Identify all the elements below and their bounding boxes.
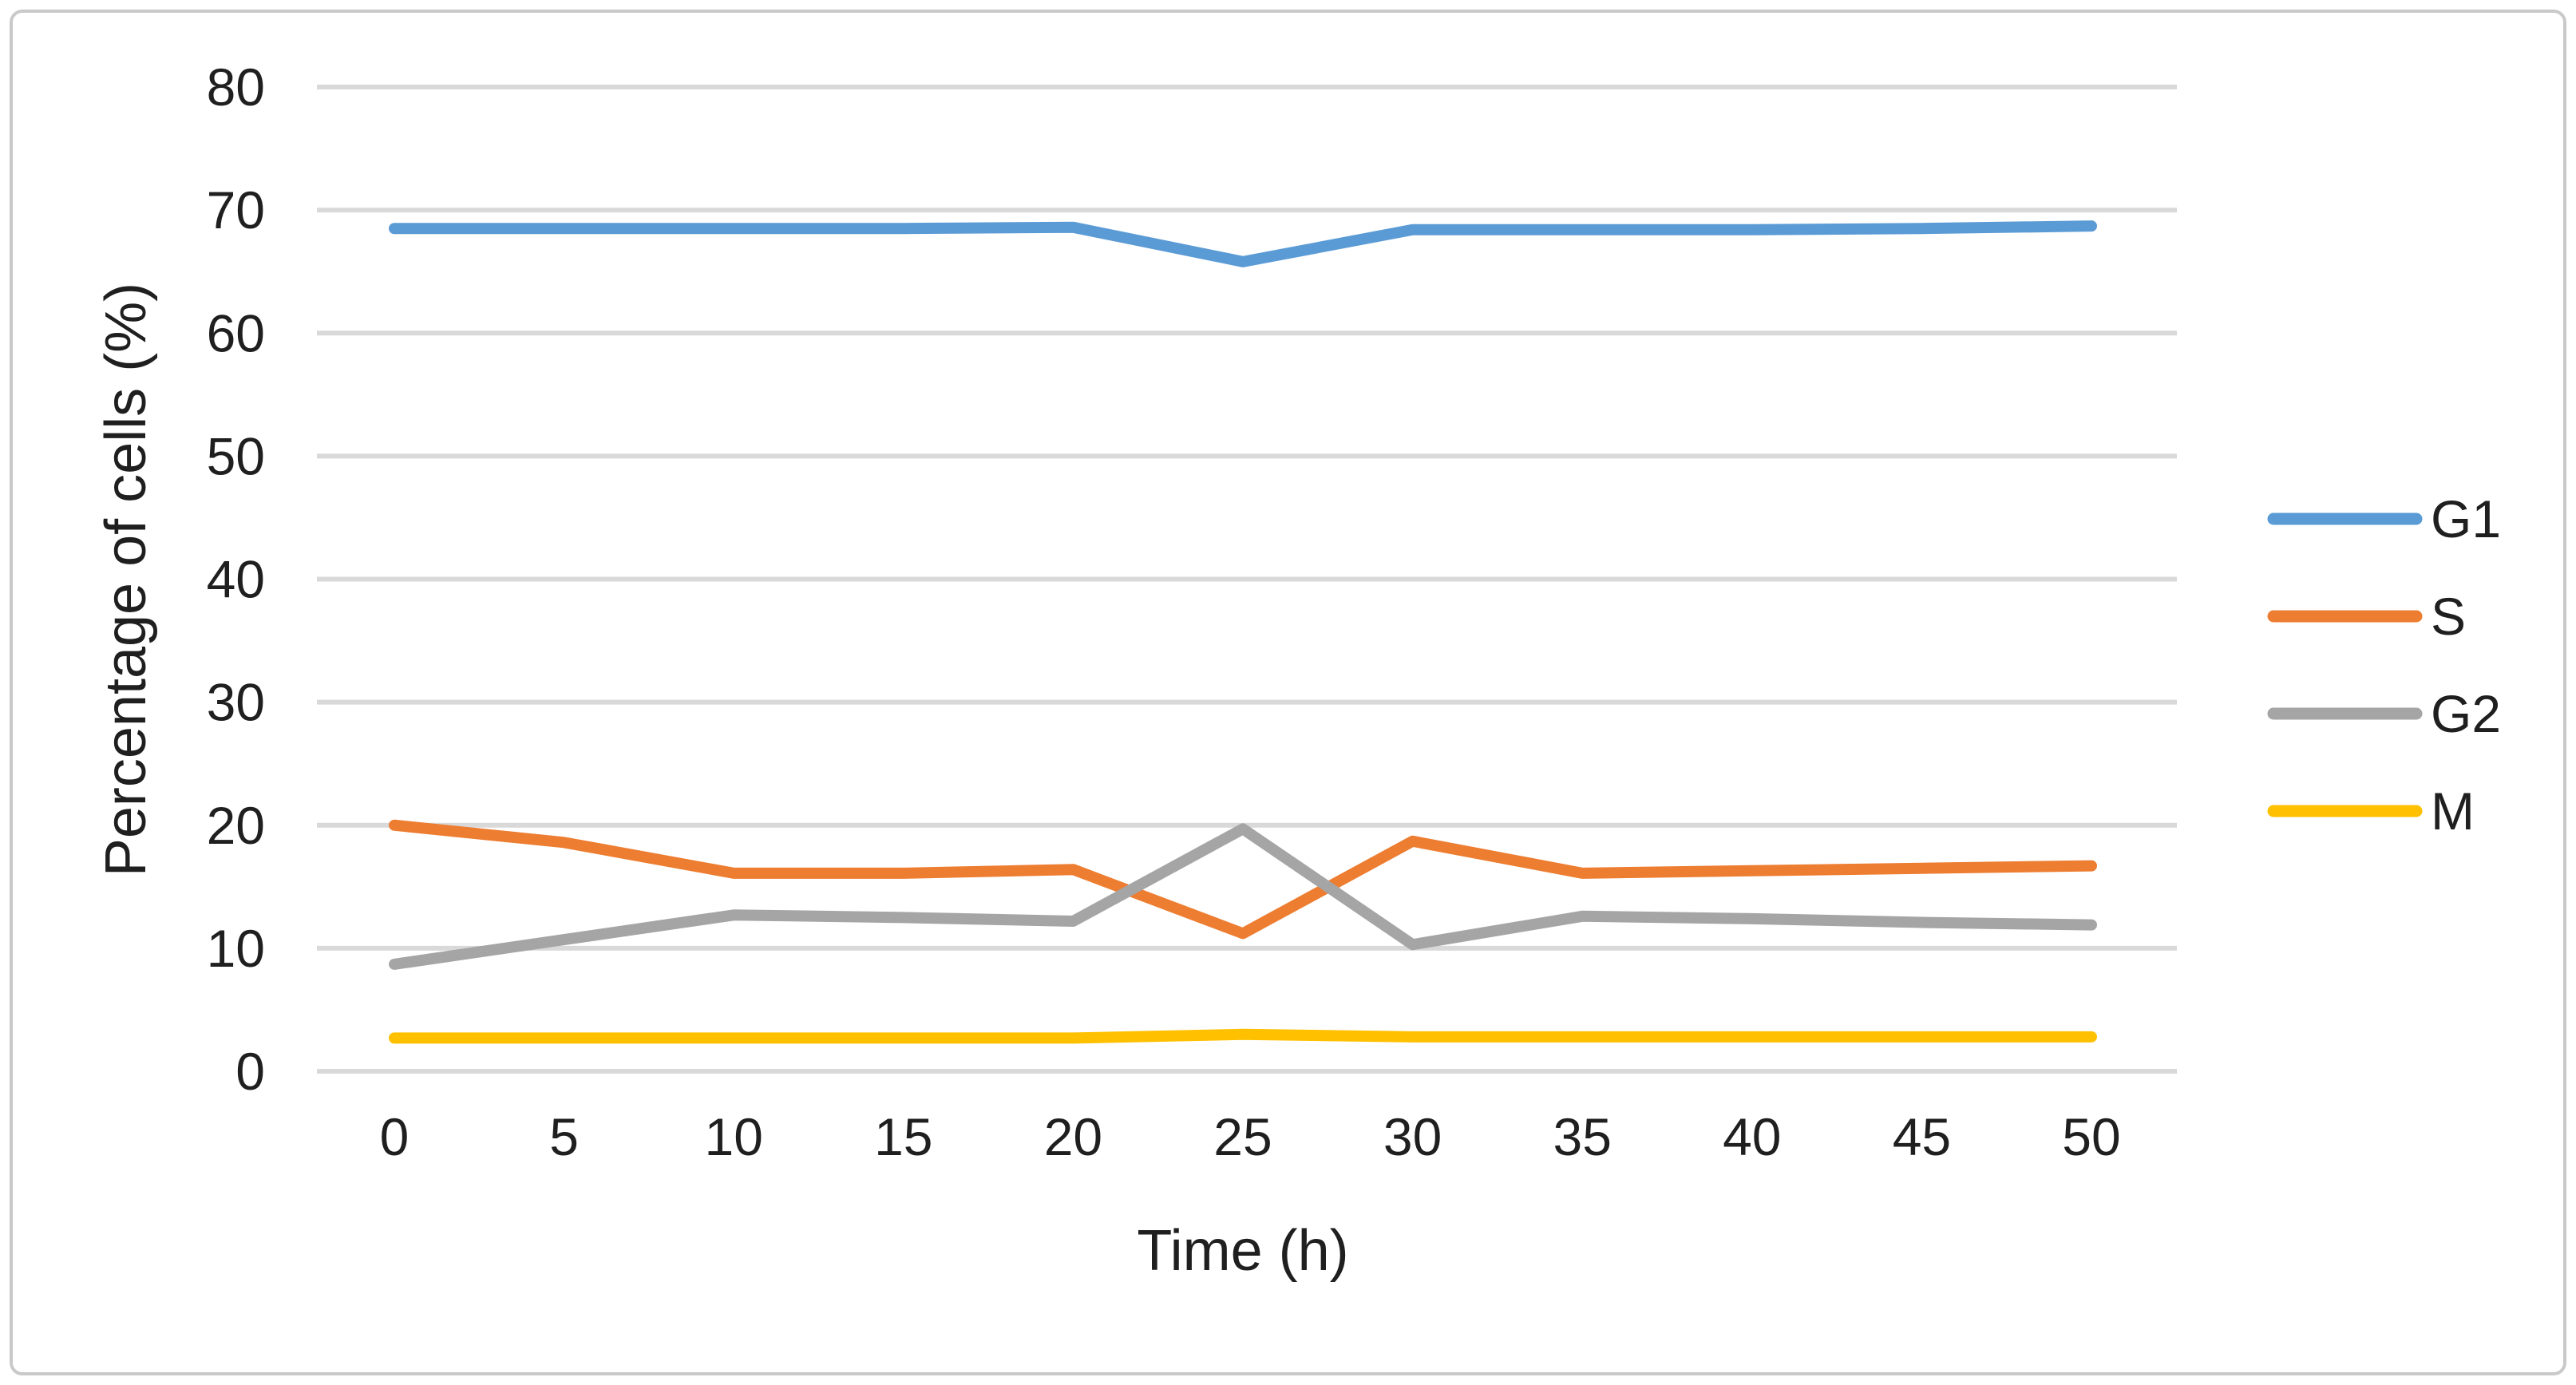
y-tick-label-10: 10: [207, 919, 265, 978]
y-tick-label-20: 20: [207, 796, 265, 855]
y-axis-tick-labels: 0 10 20 30 40 50 60 70 80: [207, 57, 265, 1101]
x-tick-label-50: 50: [2062, 1107, 2120, 1166]
legend-item-g2: G2: [2267, 684, 2501, 743]
y-tick-label-60: 60: [207, 303, 265, 362]
legend-item-g1: G1: [2267, 489, 2501, 548]
y-tick-label-0: 0: [235, 1042, 265, 1101]
legend-item-s: S: [2267, 587, 2466, 646]
y-tick-label-80: 80: [207, 57, 265, 117]
x-tick-label-45: 45: [1893, 1107, 1951, 1166]
series-line-g1: [389, 220, 2097, 267]
legend-label-g1: G1: [2431, 489, 2501, 548]
legend-label-s: S: [2431, 587, 2466, 646]
series-line-m: [389, 1028, 2097, 1044]
legend: G1 S G2 M: [2267, 489, 2501, 841]
gridlines: [317, 85, 2177, 1074]
x-tick-label-0: 0: [380, 1107, 410, 1166]
y-tick-label-40: 40: [207, 550, 265, 609]
x-axis-title: Time (h): [1137, 1219, 1349, 1283]
legend-label-m: M: [2431, 782, 2475, 841]
x-tick-label-5: 5: [549, 1107, 579, 1166]
x-tick-label-25: 25: [1213, 1107, 1272, 1166]
series-line-s: [389, 819, 2097, 940]
y-tick-label-30: 30: [207, 673, 265, 732]
x-axis-tick-labels: 0 5 10 15 20 25 30 35 40 45 50: [380, 1107, 2121, 1166]
x-tick-label-10: 10: [704, 1107, 762, 1166]
y-tick-label-70: 70: [207, 180, 265, 239]
y-axis-title: Percentage of cells (%): [94, 282, 158, 877]
x-tick-label-35: 35: [1553, 1107, 1611, 1166]
series-line-g2: [389, 823, 2097, 970]
y-tick-label-50: 50: [207, 426, 265, 485]
legend-item-m: M: [2267, 782, 2475, 841]
x-tick-label-40: 40: [1723, 1107, 1781, 1166]
x-tick-label-30: 30: [1383, 1107, 1442, 1166]
legend-label-g2: G2: [2431, 684, 2501, 743]
series-lines: [389, 220, 2097, 1044]
x-tick-label-15: 15: [874, 1107, 932, 1166]
x-tick-label-20: 20: [1044, 1107, 1102, 1166]
